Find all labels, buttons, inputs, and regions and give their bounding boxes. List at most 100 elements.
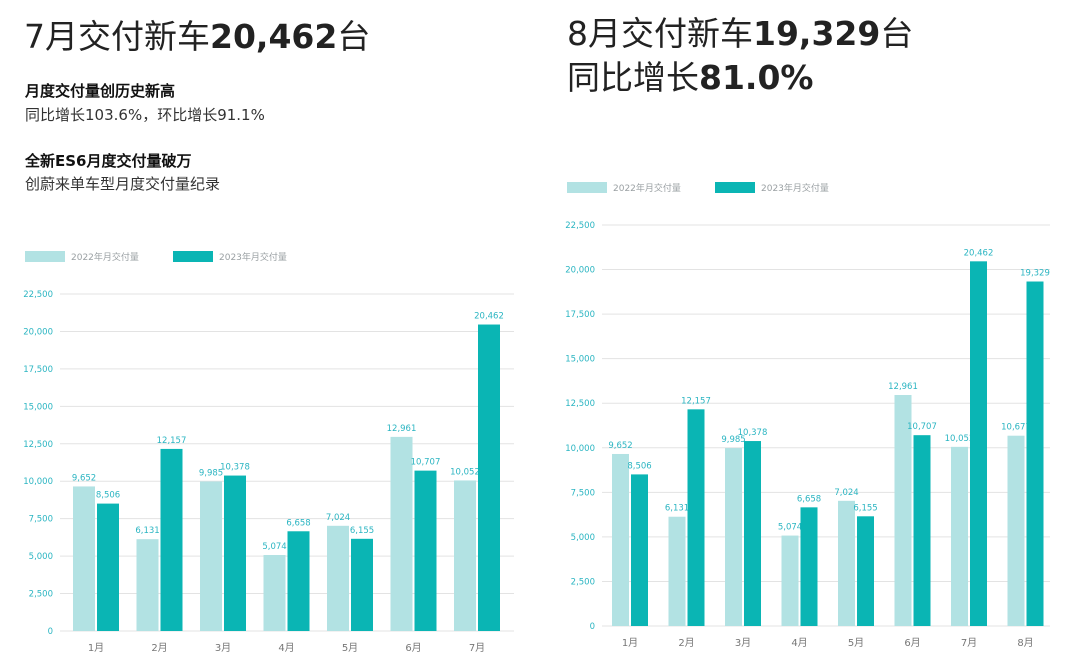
y-tick-label: 7,500 xyxy=(29,515,53,525)
legend-item-2023: 2023年月交付量 xyxy=(173,250,287,263)
bar-2023 xyxy=(913,435,931,626)
july-headline: 7月交付新车20,462台 xyxy=(24,17,370,57)
bar-2022 xyxy=(612,453,629,626)
bar-2022 xyxy=(951,446,968,626)
bar-2023 xyxy=(687,409,705,626)
data-label: 20,462 xyxy=(474,312,504,322)
bar-2023 xyxy=(224,475,246,631)
data-label: 10,707 xyxy=(411,458,441,468)
legend-label: 2023年月交付量 xyxy=(219,253,287,263)
data-label: 7,024 xyxy=(834,488,858,498)
headline-value: 20,462 xyxy=(210,17,338,56)
bar-2023 xyxy=(97,503,119,631)
bar-2023 xyxy=(970,261,987,626)
x-tick-label: 5月 xyxy=(848,637,864,649)
legend-item-2022: 2022年月交付量 xyxy=(25,250,139,263)
y-tick-label: 17,500 xyxy=(23,365,53,375)
data-label: 9,985 xyxy=(199,468,223,478)
y-tick-label: 12,500 xyxy=(565,399,595,409)
headline-prefix: 8月交付新车 xyxy=(567,14,753,53)
august-panel: 8月交付新车19,329台 同比增长81.0% 2022年月交付量 2023年月… xyxy=(540,0,1080,672)
y-tick-label: 22,500 xyxy=(23,290,53,300)
bar-2023 xyxy=(744,441,761,626)
bar-2023 xyxy=(351,538,373,631)
y-tick-label: 0 xyxy=(590,622,595,632)
data-label: 12,961 xyxy=(387,424,417,434)
highlight-text: 同比增长103.6%，环比增长91.1% xyxy=(25,106,265,124)
bar-2022 xyxy=(390,436,413,631)
bar-2023 xyxy=(800,507,818,626)
growth-prefix: 同比增长 xyxy=(567,58,699,97)
bar-2022 xyxy=(1007,435,1025,626)
y-tick-label: 0 xyxy=(48,627,53,637)
headline-prefix: 7月交付新车 xyxy=(24,17,210,56)
legend-item-2023: 2023年月交付量 xyxy=(715,181,829,194)
bar-2022 xyxy=(200,481,222,631)
july-panel: 7月交付新车20,462台 月度交付量创历史新高 同比增长103.6%，环比增长… xyxy=(23,17,514,654)
bar-2023 xyxy=(287,531,310,631)
x-tick-label: 6月 xyxy=(904,637,920,649)
y-tick-label: 2,500 xyxy=(29,590,53,600)
y-tick-label: 5,000 xyxy=(29,552,53,562)
data-label: 10,378 xyxy=(738,428,768,438)
y-tick-label: 5,000 xyxy=(571,533,595,543)
bar-2023 xyxy=(414,470,437,631)
data-label: 5,074 xyxy=(778,523,802,533)
bar-2022 xyxy=(136,539,159,631)
august-headline: 8月交付新车19,329台 xyxy=(567,14,913,54)
legend-item-2022: 2022年月交付量 xyxy=(567,181,681,194)
bar-2022 xyxy=(327,525,349,631)
x-tick-label: 6月 xyxy=(405,642,421,654)
x-tick-label: 2月 xyxy=(678,637,694,649)
legend-swatch-2023 xyxy=(715,182,755,193)
data-label: 7,024 xyxy=(326,513,350,523)
july-bar-chart: 0 2,500 5,000 7,500 10,000 12,500 15,000 17,500… xyxy=(23,290,514,654)
y-tick-label: 12,500 xyxy=(23,440,53,450)
x-tick-label: 7月 xyxy=(961,637,977,649)
x-tick-label: 1月 xyxy=(88,642,104,654)
x-tick-label: 3月 xyxy=(215,642,231,654)
highlight-title: 全新ES6月度交付量破万 xyxy=(25,152,192,170)
data-label: 10,707 xyxy=(907,422,937,432)
y-tick-label: 20,000 xyxy=(23,327,53,337)
data-label: 8,506 xyxy=(96,491,120,501)
y-tick-label: 22,500 xyxy=(565,221,595,231)
data-label: 12,157 xyxy=(681,396,711,406)
data-label: 6,658 xyxy=(286,518,310,528)
highlight-text: 创蔚来单车型月度交付量纪录 xyxy=(25,175,221,193)
bar-2023 xyxy=(857,516,874,626)
data-label: 9,652 xyxy=(608,441,632,451)
y-tick-label: 10,000 xyxy=(23,477,53,487)
data-label: 6,131 xyxy=(665,504,689,514)
y-tick-label: 15,000 xyxy=(565,355,595,365)
bar-2022 xyxy=(454,480,476,631)
y-tick-label: 10,000 xyxy=(565,444,595,454)
x-tick-label: 8月 xyxy=(1017,637,1033,649)
y-tick-label: 15,000 xyxy=(23,402,53,412)
bar-2023 xyxy=(631,474,648,626)
data-label: 10,052 xyxy=(945,434,975,444)
data-label: 6,155 xyxy=(350,526,374,536)
legend-label: 2023年月交付量 xyxy=(761,184,829,194)
data-label: 10,677 xyxy=(1001,423,1031,433)
x-tick-label: 4月 xyxy=(278,642,294,654)
bar-2023 xyxy=(1026,281,1044,626)
legend-swatch-2022 xyxy=(567,182,607,193)
data-label: 12,157 xyxy=(157,436,187,446)
data-label: 19,329 xyxy=(1020,269,1050,279)
data-label: 6,658 xyxy=(797,494,821,504)
data-label: 10,378 xyxy=(220,463,250,473)
highlight-title: 月度交付量创历史新高 xyxy=(25,82,176,100)
bar-2022 xyxy=(781,535,799,626)
headline-suffix: 台 xyxy=(337,17,371,56)
bar-2022 xyxy=(73,486,95,631)
data-label: 8,506 xyxy=(627,461,651,471)
august-bar-chart: 0 2,500 5,000 7,500 10,000 12,500 15,000 17,500… xyxy=(565,221,1050,649)
legend-label: 2022年月交付量 xyxy=(613,184,681,194)
y-tick-label: 7,500 xyxy=(571,488,595,498)
bar-2023 xyxy=(160,448,183,631)
growth-value: 81.0% xyxy=(699,58,814,97)
y-tick-label: 20,000 xyxy=(565,266,595,276)
bar-2022 xyxy=(668,516,686,626)
bar-2022 xyxy=(894,395,912,626)
